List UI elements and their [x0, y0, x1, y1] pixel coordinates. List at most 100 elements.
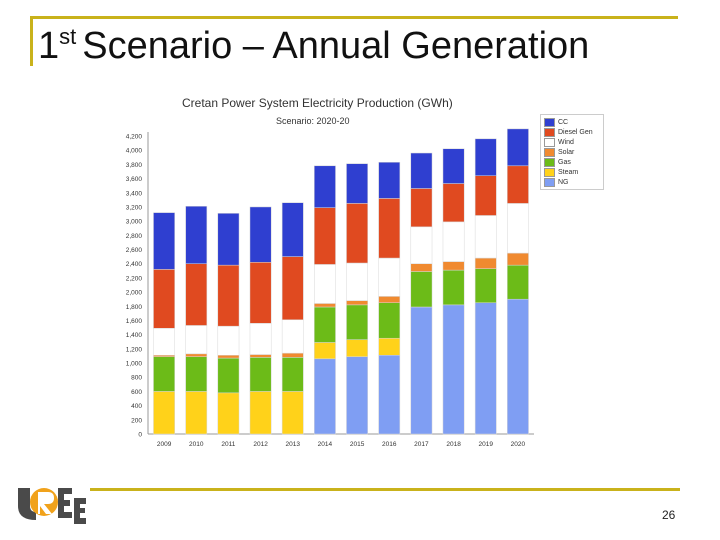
y-tick-label: 2,200 — [126, 275, 143, 282]
legend-label: Wind — [558, 138, 574, 146]
x-tick-label: 2011 — [221, 441, 235, 448]
bar-segment-solar-2015 — [346, 300, 368, 306]
legend-item-solar: Solar — [544, 147, 600, 157]
y-tick-label: 0 — [138, 432, 142, 439]
bar-segment-diesel-gen-2010 — [185, 263, 208, 326]
x-tick-label: 2014 — [318, 441, 333, 448]
bar-segment-diesel-gen-2013 — [281, 256, 304, 321]
bar-segment-cc-2015 — [346, 163, 368, 204]
bar-segment-cc-2011 — [217, 213, 240, 266]
bar-segment-diesel-gen-2018 — [442, 183, 465, 223]
bar-segment-cc-2017 — [410, 152, 433, 189]
bar-segment-steam-2011 — [217, 392, 240, 435]
legend-item-cc: CC — [544, 117, 600, 127]
bar-segment-gas-2009 — [153, 356, 175, 392]
x-tick-label: 2019 — [479, 441, 494, 448]
bar-segment-steam-2014 — [314, 342, 336, 360]
x-tick-label: 2013 — [286, 441, 301, 448]
y-tick-label: 3,400 — [126, 190, 143, 197]
bar-segment-wind-2011 — [217, 325, 240, 356]
bar-segment-diesel-gen-2019 — [474, 175, 497, 216]
bar-segment-diesel-gen-2009 — [153, 269, 175, 329]
top-left-decorative-bar — [30, 16, 33, 66]
bar-segment-wind-2016 — [378, 257, 401, 297]
bar-segment-diesel-gen-2017 — [410, 188, 433, 228]
legend-swatch — [544, 147, 555, 157]
y-tick-label: 1,400 — [126, 332, 143, 339]
bar-segment-ng-2015 — [346, 356, 368, 435]
chart-title: Cretan Power System Electricity Producti… — [182, 96, 453, 110]
bar-segment-cc-2019 — [474, 138, 497, 176]
bar-segment-ng-2019 — [474, 302, 497, 435]
bar-segment-gas-2011 — [217, 357, 240, 394]
x-tick-label: 2015 — [350, 441, 365, 448]
chart: Cretan Power System Electricity Producti… — [106, 88, 604, 456]
bar-segment-solar-2014 — [314, 303, 336, 308]
bar-segment-solar-2010 — [185, 353, 208, 357]
bar-segment-wind-2017 — [410, 226, 433, 264]
bar-segment-solar-2013 — [281, 352, 304, 358]
legend-item-steam: Steam — [544, 167, 600, 177]
bar-segment-diesel-gen-2011 — [217, 264, 240, 327]
bar-segment-steam-2009 — [153, 391, 175, 435]
x-tick-label: 2020 — [511, 441, 526, 448]
bar-segment-cc-2012 — [249, 206, 272, 263]
legend-swatch — [544, 117, 555, 127]
legend-item-gas: Gas — [544, 157, 600, 167]
bar-segment-ng-2017 — [410, 306, 433, 435]
bar-segment-gas-2013 — [281, 357, 304, 392]
bar-segment-wind-2013 — [281, 319, 304, 354]
bar-segment-diesel-gen-2012 — [249, 262, 272, 324]
bar-segment-diesel-gen-2014 — [314, 207, 336, 265]
legend-label: CC — [558, 118, 569, 126]
bar-segment-ng-2016 — [378, 354, 401, 435]
bar-segment-solar-2016 — [378, 296, 401, 303]
legend-item-diesel-gen: Diesel Gen — [544, 127, 600, 137]
chart-subtitle: Scenario: 2020-20 — [276, 116, 350, 126]
y-tick-label: 1,200 — [126, 346, 143, 353]
legend-item-ng: NG — [544, 177, 600, 187]
x-tick-label: 2010 — [189, 441, 204, 448]
bottom-decorative-line — [90, 488, 680, 491]
bar-segment-gas-2010 — [185, 356, 208, 392]
bar-segment-steam-2013 — [281, 391, 304, 435]
bar-segment-ng-2020 — [507, 298, 529, 435]
bar-segment-diesel-gen-2020 — [507, 165, 529, 204]
bar-segment-wind-2015 — [346, 262, 368, 301]
slide-title: 1st Scenario – Annual Generation — [38, 24, 589, 68]
bar-segment-gas-2018 — [442, 269, 465, 306]
bar-segment-wind-2018 — [442, 221, 465, 262]
bar-segment-wind-2020 — [507, 203, 529, 254]
slide-title-number: 1 — [38, 25, 60, 67]
bar-segment-gas-2017 — [410, 271, 433, 308]
bar-segment-solar-2019 — [474, 257, 497, 269]
chart-plot: 0 200 400 600 800 1,000 1,200 1,400 1,600 1,800 2,… — [126, 128, 534, 448]
top-decorative-line — [30, 16, 678, 19]
bar-segment-gas-2016 — [378, 302, 401, 339]
y-tick-label: 3,000 — [126, 219, 143, 226]
y-tick-label: 2,400 — [126, 261, 143, 268]
page-number: 26 — [662, 508, 676, 522]
x-tick-label: 2018 — [446, 441, 461, 448]
y-tick-label: 1,000 — [126, 361, 143, 368]
bar-segment-solar-2020 — [507, 252, 529, 266]
legend-label: Diesel Gen — [558, 128, 593, 136]
y-tick-label: 200 — [131, 417, 142, 424]
bar-segment-steam-2012 — [249, 391, 272, 435]
legend-swatch — [544, 157, 555, 167]
chart-legend: CC Diesel Gen Wind Solar Gas Steam NG — [540, 114, 604, 190]
bar-segment-gas-2019 — [474, 268, 497, 303]
y-tick-label: 2,800 — [126, 233, 143, 240]
legend-label: NG — [558, 178, 569, 186]
legend-swatch — [544, 137, 555, 147]
bar-segment-cc-2020 — [507, 128, 529, 167]
bar-segment-gas-2012 — [249, 357, 272, 392]
bar-segment-cc-2018 — [442, 148, 465, 184]
bar-segment-wind-2012 — [249, 323, 272, 355]
slide-title-ordinal: st — [59, 24, 77, 49]
bar-segment-wind-2019 — [474, 215, 497, 259]
uree-logo — [18, 488, 86, 524]
x-tick-label: 2017 — [414, 441, 429, 448]
legend-item-wind: Wind — [544, 137, 600, 147]
legend-swatch — [544, 177, 555, 187]
